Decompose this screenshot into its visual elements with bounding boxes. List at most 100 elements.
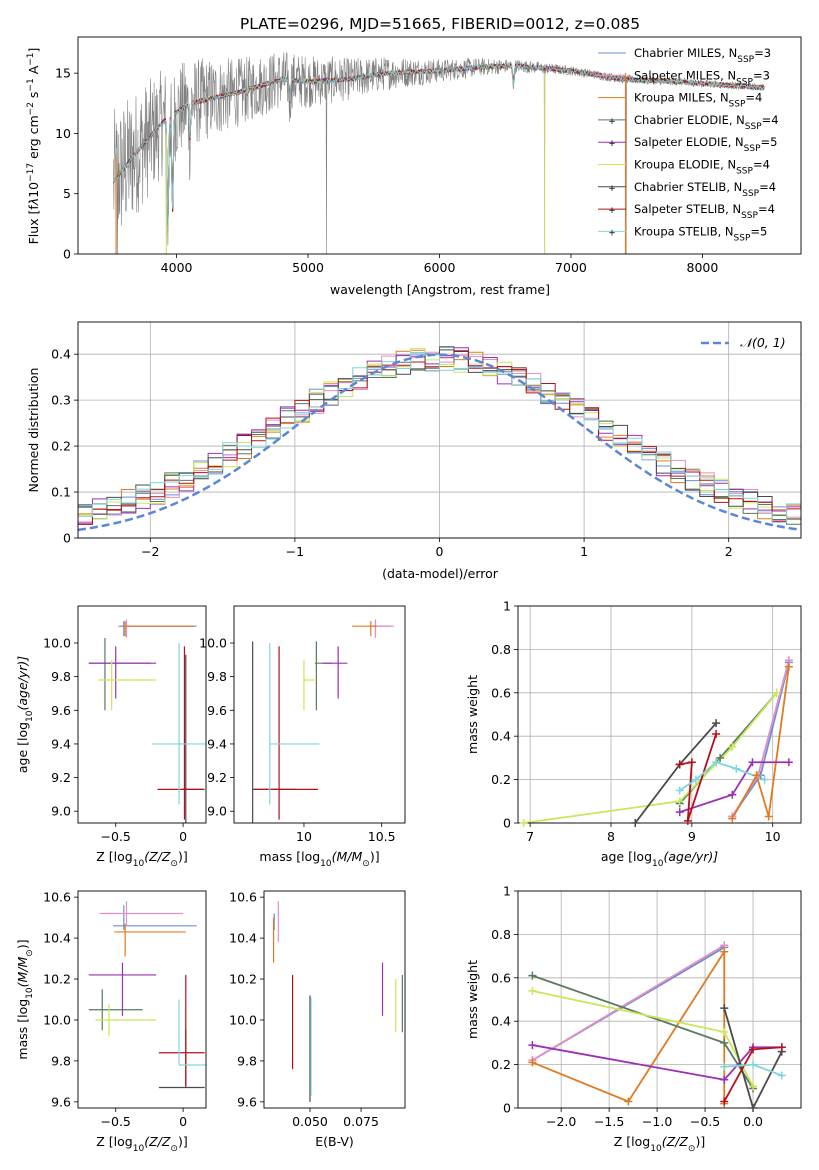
y-tick-label: 0 <box>503 816 511 831</box>
x-axis-label: Z [log10(Z/Z⊙)] <box>96 1134 187 1154</box>
y-tick-label: 9.8 <box>237 1053 257 1068</box>
panel-weight_vs_Z: −2.0 −1.5 −1.0 −0.5 0.0 0 0.2 0.4 0.6 0.8 1 Z [log1… <box>465 884 802 1154</box>
weight-marker <box>683 816 692 825</box>
x-tick-label: −1.5 <box>594 1114 624 1129</box>
label-part: Kroupa STELIB, N <box>634 224 734 238</box>
weight-line <box>532 1044 782 1081</box>
x-tick-label: −0.5 <box>101 1114 131 1129</box>
weight-marker <box>749 1060 758 1069</box>
weight-marker <box>675 808 684 817</box>
weight-line <box>531 944 725 1062</box>
y-tick-label: 9.4 <box>207 736 227 751</box>
label-part: ⊙ <box>688 1144 696 1154</box>
y-tick-label: 9.2 <box>51 770 71 785</box>
label-part: age [log <box>15 722 30 773</box>
label-part: )] <box>695 1134 705 1149</box>
axes-frame <box>233 605 406 824</box>
y-axis-label: mass weight <box>465 960 480 1039</box>
axes-frame <box>77 36 802 255</box>
label-part: SSP <box>734 233 751 243</box>
x-tick-label: 0 <box>179 829 187 844</box>
weight-marker <box>675 786 684 795</box>
legend-label: Salpeter MILES, NSSP=3 <box>634 68 770 87</box>
label-part: s <box>26 92 41 103</box>
label-part: 10 <box>320 859 332 869</box>
x-tick-label: −0.5 <box>690 1114 720 1129</box>
label-part: Chabrier ELODIE, N <box>634 113 745 127</box>
weight-marker <box>728 814 737 823</box>
label-part: ⊙ <box>170 859 178 869</box>
label-part: =4 <box>753 158 770 172</box>
y-tick-label: 5 <box>63 186 71 201</box>
plot-area <box>531 944 783 1108</box>
label-part: (age/yr)] <box>15 656 30 711</box>
y-tick-label: 9.0 <box>207 804 227 819</box>
weight-marker <box>772 688 781 697</box>
weight-marker <box>749 1082 758 1091</box>
label-part: (Z/Z <box>144 1134 171 1149</box>
label-part: mass [log <box>15 999 30 1060</box>
axes-frame <box>77 890 207 1109</box>
y-tick-label: 0.1 <box>51 485 71 500</box>
weight-line <box>731 662 790 817</box>
label-part: Kroupa ELODIE, N <box>634 158 736 172</box>
label-part: ⊙ <box>362 859 370 869</box>
weight-marker <box>752 771 761 780</box>
x-tick-label: 2 <box>725 544 733 559</box>
label-part: Z [log <box>96 849 132 864</box>
y-axis-label: Normed distribution <box>26 368 41 493</box>
normal-curve <box>78 353 801 532</box>
weight-marker <box>720 947 729 956</box>
axes-frame <box>517 605 802 824</box>
y-tick-label: 10.2 <box>229 972 257 987</box>
label-part: erg cm <box>26 115 41 163</box>
label-part: SSP <box>742 189 759 199</box>
y-tick-label: 10.6 <box>43 890 71 905</box>
y-tick-label: 0 <box>63 247 71 262</box>
y-tick-label: 9.2 <box>207 770 227 785</box>
weight-marker <box>749 1045 758 1054</box>
label-part: Chabrier MILES, N <box>634 46 737 60</box>
y-tick-label: 10.0 <box>229 1012 257 1027</box>
y-tick-label: 9.8 <box>207 669 227 684</box>
weight-marker <box>712 730 721 739</box>
label-part: Salpeter MILES, N <box>634 68 736 82</box>
label-part: 10 <box>25 710 35 722</box>
label-part: Salpeter STELIB, N <box>634 202 741 216</box>
y-axis-label: mass weight <box>465 675 480 754</box>
y-tick-label: 10.4 <box>229 931 257 946</box>
legend-marker: + <box>608 139 616 149</box>
y-tick-label: 9.8 <box>51 1053 71 1068</box>
x-tick-label: 0.050 <box>292 1114 328 1129</box>
weight-marker <box>528 971 537 980</box>
label-part: SSP <box>736 77 753 87</box>
x-tick-label: 0 <box>436 544 444 559</box>
residual-histogram <box>78 351 801 538</box>
label-part: −1 <box>26 52 36 65</box>
axes-frame <box>77 605 207 824</box>
axes-frame <box>77 321 802 539</box>
weight-marker <box>720 1028 729 1037</box>
y-tick-label: 1 <box>503 884 511 899</box>
label-part: )] <box>178 1134 188 1149</box>
y-tick-label: 0.8 <box>491 642 511 657</box>
label-part: SSP <box>745 122 762 132</box>
weight-line <box>532 989 754 1087</box>
legend-label: Chabrier STELIB, NSSP=4 <box>634 180 776 199</box>
label-part: 10 <box>25 987 35 999</box>
y-tick-label: 0.6 <box>491 970 511 985</box>
weight-marker <box>748 758 757 767</box>
weight-marker <box>720 1038 729 1047</box>
y-tick-label: 10.4 <box>43 931 71 946</box>
y-tick-label: 9.6 <box>51 1094 71 1109</box>
y-tick-label: 0.6 <box>491 685 511 700</box>
x-axis-label: mass [log10(M/M⊙)] <box>259 849 379 869</box>
label-part: Chabrier STELIB, N <box>634 180 742 194</box>
y-tick-label: 0.4 <box>491 1014 511 1029</box>
label-part: ⊙ <box>170 1144 178 1154</box>
x-tick-label: 8 <box>607 829 615 844</box>
spectrum-model-line <box>113 62 765 228</box>
label-part: )] <box>15 939 30 949</box>
y-tick-label: 9.0 <box>51 804 71 819</box>
